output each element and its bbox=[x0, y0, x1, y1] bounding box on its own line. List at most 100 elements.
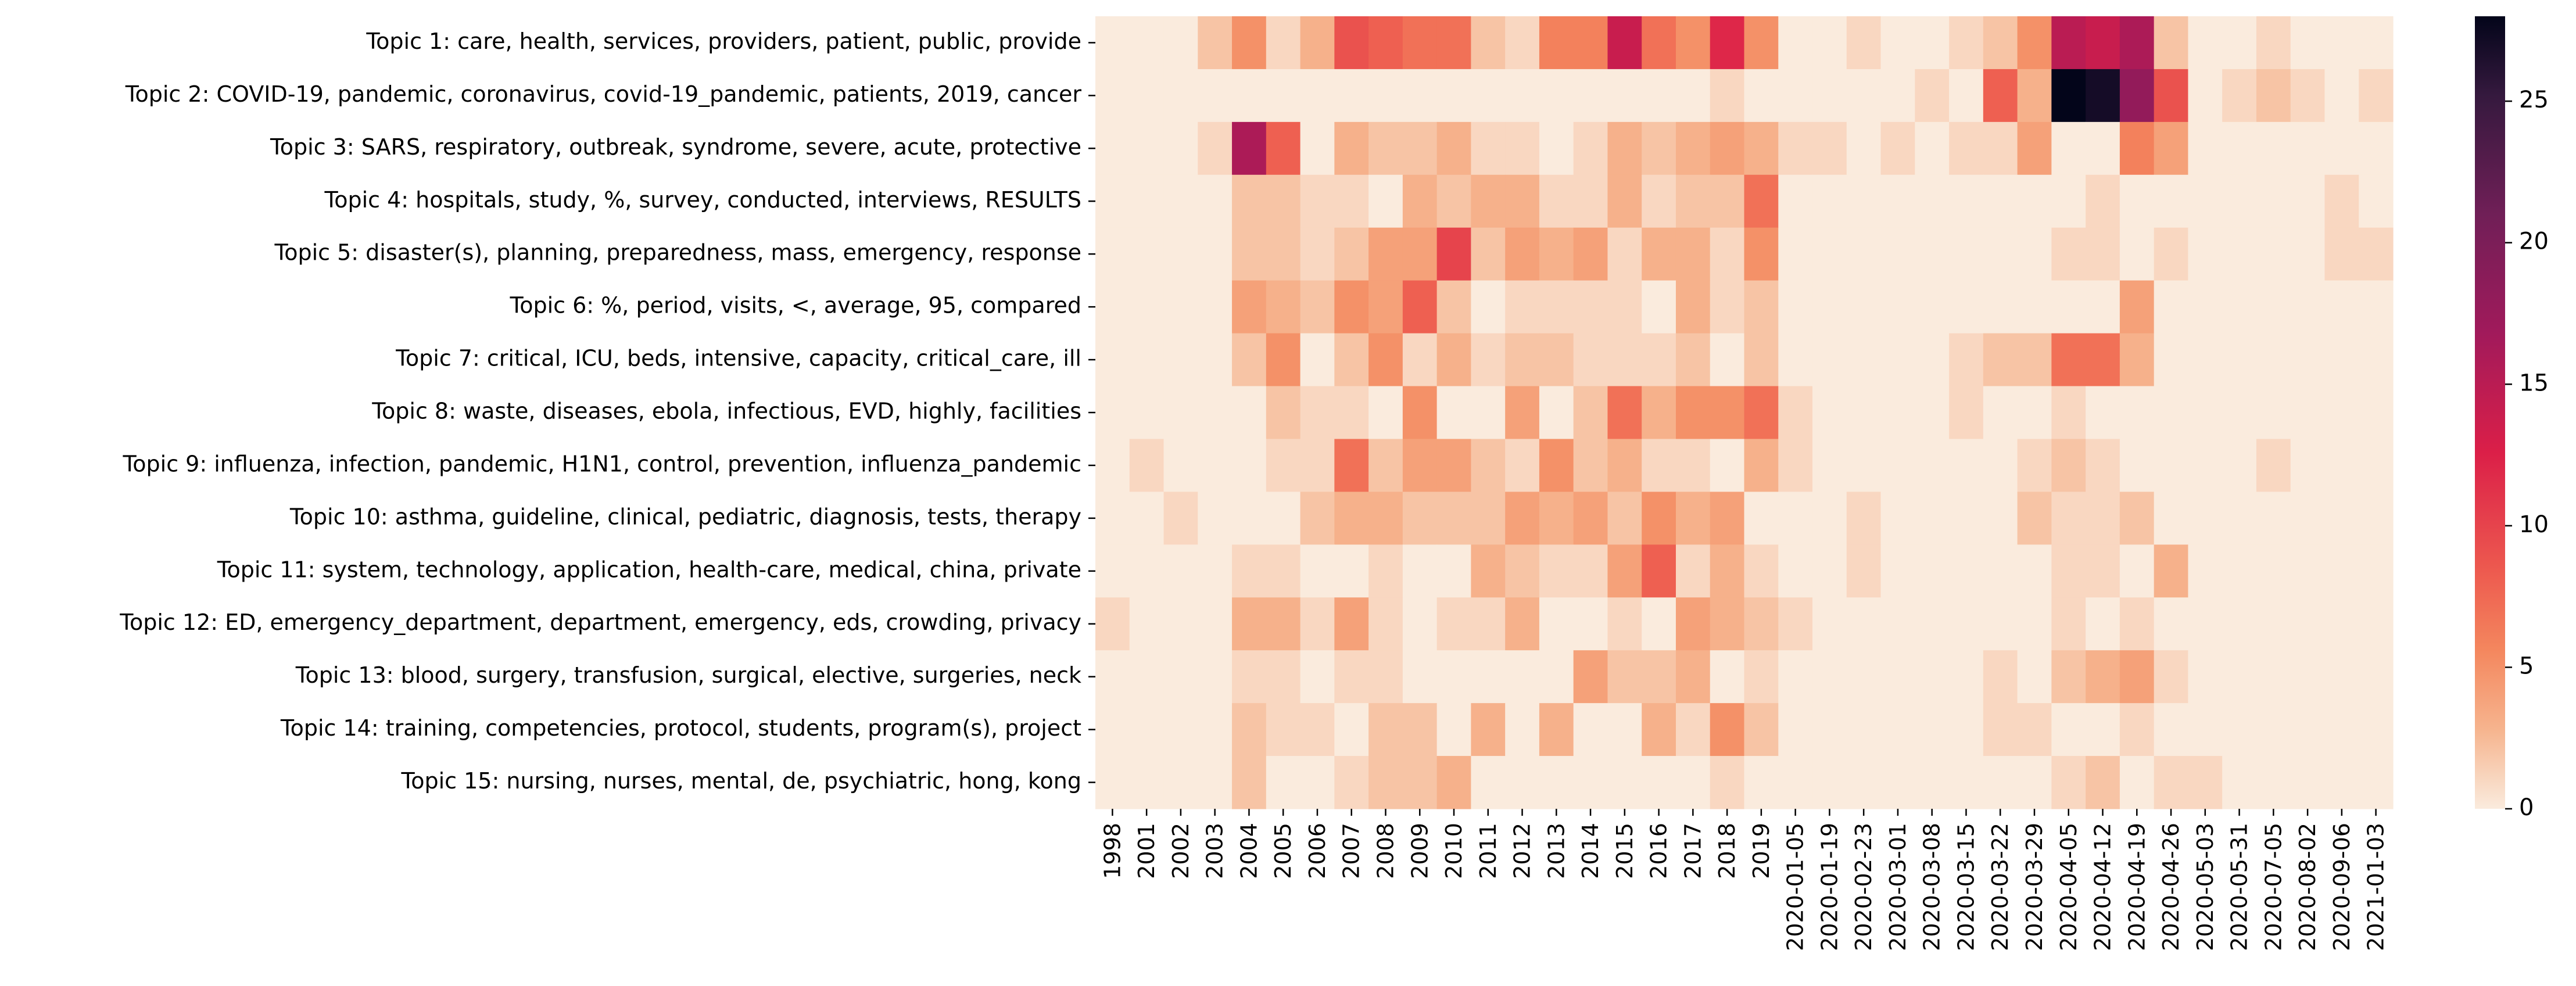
heatmap-cell bbox=[1300, 280, 1335, 334]
heatmap-cell bbox=[1607, 386, 1642, 440]
heatmap-cell bbox=[2119, 492, 2155, 545]
heatmap-cell bbox=[2119, 597, 2155, 651]
heatmap-cell bbox=[1505, 756, 1540, 809]
heatmap-cell bbox=[1744, 439, 1779, 492]
heatmap-cell bbox=[1095, 16, 1130, 70]
heatmap-cell bbox=[2359, 703, 2394, 756]
heatmap-cell bbox=[1095, 439, 1130, 492]
heatmap-cell bbox=[1607, 492, 1642, 545]
heatmap-cell bbox=[1607, 227, 1642, 281]
heatmap-cell bbox=[1846, 16, 1882, 70]
heatmap-cell bbox=[2051, 227, 2086, 281]
heatmap-cell bbox=[2017, 703, 2052, 756]
heatmap-cell bbox=[1607, 333, 1642, 387]
heatmap-cell bbox=[1812, 174, 1847, 228]
y-tick-label: Topic 14: training, competencies, protoc… bbox=[280, 715, 1081, 741]
heatmap-cell bbox=[1642, 174, 1676, 228]
colorbar-gradient bbox=[2475, 16, 2505, 809]
heatmap-cell bbox=[1573, 69, 1608, 123]
heatmap-cell bbox=[2051, 69, 2086, 123]
heatmap-cell bbox=[1983, 756, 2018, 809]
heatmap-cell bbox=[2222, 597, 2257, 651]
heatmap-cell bbox=[2017, 386, 2052, 440]
heatmap-cell bbox=[1505, 280, 1540, 334]
heatmap-cell bbox=[1539, 69, 1574, 123]
heatmap-cell bbox=[1095, 703, 1130, 756]
heatmap-cell bbox=[2119, 650, 2155, 704]
heatmap-cell bbox=[1129, 121, 1165, 175]
heatmap-cell bbox=[1778, 544, 1813, 598]
heatmap-cell bbox=[1642, 492, 1676, 545]
heatmap-cell bbox=[1812, 439, 1847, 492]
heatmap-cell bbox=[1812, 333, 1847, 387]
x-tick-label: 2020-07-05 bbox=[2260, 823, 2286, 951]
heatmap-cell bbox=[2290, 703, 2326, 756]
heatmap-cell bbox=[1334, 386, 1369, 440]
heatmap-cell bbox=[1232, 69, 1267, 123]
heatmap-cell bbox=[1471, 544, 1506, 598]
y-tick-label: Topic 5: disaster(s), planning, prepared… bbox=[274, 240, 1081, 266]
heatmap-cell bbox=[1334, 333, 1369, 387]
heatmap-cell bbox=[1915, 174, 1950, 228]
heatmap-cell bbox=[1129, 227, 1165, 281]
heatmap-cell bbox=[1915, 227, 1950, 281]
heatmap-cell bbox=[1744, 69, 1779, 123]
heatmap-cell bbox=[1129, 439, 1165, 492]
heatmap-cell bbox=[1334, 439, 1369, 492]
heatmap-cell bbox=[1198, 280, 1233, 334]
heatmap-cell bbox=[1846, 544, 1882, 598]
heatmap-cell bbox=[2359, 280, 2394, 334]
heatmap-cell bbox=[1846, 650, 1882, 704]
heatmap-cell bbox=[2154, 439, 2189, 492]
heatmap-cell bbox=[1368, 16, 1403, 70]
x-tick-label: 2012 bbox=[1510, 823, 1535, 879]
heatmap-cell bbox=[1129, 386, 1165, 440]
heatmap-cell bbox=[1471, 650, 1506, 704]
heatmap-cell bbox=[1710, 280, 1745, 334]
heatmap-cell bbox=[1846, 439, 1882, 492]
heatmap-cell bbox=[1949, 174, 1984, 228]
x-tick-label: 2005 bbox=[1270, 823, 1296, 879]
heatmap-cell bbox=[1812, 597, 1847, 651]
heatmap-cell bbox=[2290, 121, 2326, 175]
heatmap-cell bbox=[2359, 439, 2394, 492]
heatmap-cell bbox=[1368, 703, 1403, 756]
heatmap-cell bbox=[1607, 650, 1642, 704]
heatmap-cell bbox=[1846, 69, 1882, 123]
colorbar-tick-label: 0 bbox=[2519, 794, 2534, 821]
x-tick-label: 2021-01-03 bbox=[2363, 823, 2389, 951]
heatmap-cell bbox=[1778, 227, 1813, 281]
heatmap-cell bbox=[1744, 650, 1779, 704]
heatmap-cell bbox=[2222, 544, 2257, 598]
heatmap-cell bbox=[1368, 756, 1403, 809]
heatmap-cell bbox=[2188, 16, 2223, 70]
heatmap-cell bbox=[1573, 544, 1608, 598]
heatmap-cell bbox=[1129, 544, 1165, 598]
heatmap-cell bbox=[1300, 121, 1335, 175]
heatmap-cell bbox=[2051, 492, 2086, 545]
heatmap-cell bbox=[1710, 16, 1745, 70]
colorbar-tick-label: 5 bbox=[2519, 652, 2534, 679]
heatmap-cell bbox=[2188, 386, 2223, 440]
heatmap-cell bbox=[1300, 386, 1335, 440]
heatmap-cell bbox=[1300, 756, 1335, 809]
heatmap-cell bbox=[2086, 280, 2120, 334]
heatmap-cell bbox=[2188, 280, 2223, 334]
heatmap-cell bbox=[2051, 703, 2086, 756]
heatmap-cell bbox=[1778, 703, 1813, 756]
heatmap-cell bbox=[2290, 439, 2326, 492]
heatmap-cell bbox=[1983, 16, 2018, 70]
heatmap-cell bbox=[1607, 69, 1642, 123]
heatmap-cell bbox=[1812, 121, 1847, 175]
x-tick-label: 2020-03-08 bbox=[1919, 823, 1945, 951]
x-tick-label: 2020-02-23 bbox=[1851, 823, 1876, 951]
x-tick-label: 2018 bbox=[1714, 823, 1740, 879]
x-tick-label: 2017 bbox=[1680, 823, 1706, 879]
heatmap-cell bbox=[1880, 756, 1915, 809]
heatmap-cell bbox=[1471, 121, 1506, 175]
heatmap-cell bbox=[1163, 756, 1198, 809]
heatmap-cell bbox=[1880, 333, 1915, 387]
heatmap-cell bbox=[1846, 597, 1882, 651]
heatmap-cell bbox=[1198, 492, 1233, 545]
